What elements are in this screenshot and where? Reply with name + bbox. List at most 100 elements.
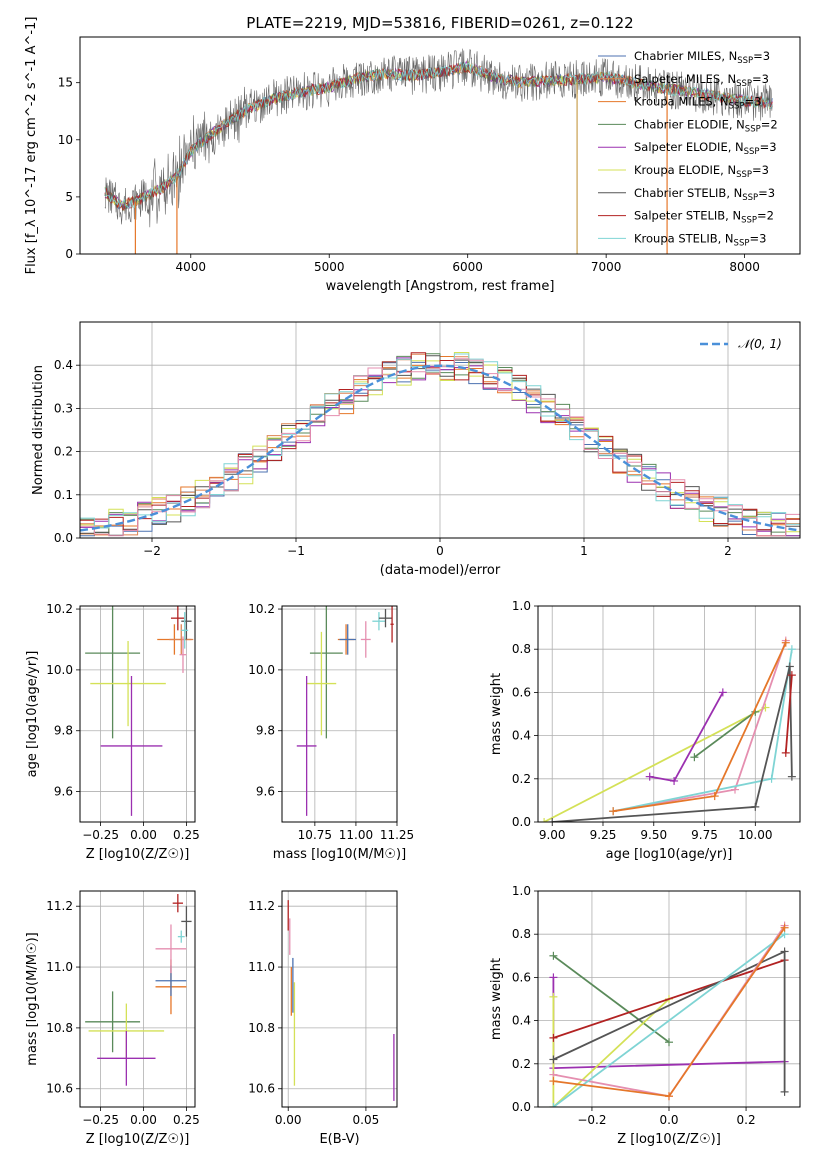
normal-reference-curve bbox=[80, 364, 800, 532]
y-tick-label: 10.2 bbox=[46, 602, 73, 616]
y-tick-label: 10.2 bbox=[248, 602, 275, 616]
legend-subscript: SSP bbox=[734, 238, 750, 248]
legend-tail: =3 bbox=[744, 95, 761, 109]
x-tick-label: −0.25 bbox=[82, 828, 119, 842]
x-axis-label: Z [log10(Z/Z☉)] bbox=[86, 847, 190, 862]
legend-label: Chabrier STELIB, NSSP=3 bbox=[634, 186, 775, 203]
axes-frame bbox=[79, 36, 801, 255]
legend-label: Chabrier ELODIE, NSSP=2 bbox=[634, 117, 778, 134]
x-tick-label: 0.25 bbox=[173, 828, 200, 842]
x-tick-label: 11.25 bbox=[380, 828, 414, 842]
legend-tail: =3 bbox=[760, 140, 777, 154]
y-tick-label: 0.6 bbox=[512, 970, 531, 984]
legend-tail: =3 bbox=[752, 163, 769, 177]
mass-weight-line bbox=[552, 666, 793, 822]
x-tick-label: 0 bbox=[436, 544, 444, 558]
plot-area bbox=[549, 921, 789, 1107]
x-tick-label: 10.75 bbox=[298, 828, 332, 842]
x-axis-label: mass [log10(M/M☉)] bbox=[273, 847, 406, 862]
y-tick-label: 0.0 bbox=[54, 531, 73, 545]
legend-subscript: SSP bbox=[742, 193, 758, 203]
axes-age-vs-Z: −0.25 0.00 0.25 9.6 9.8 10.0 10.2 Z [log10(Z/Z☉… bbox=[25, 602, 200, 862]
x-axis-label: Z [log10(Z/Z☉)] bbox=[86, 1132, 190, 1147]
x-tick-label: 0.25 bbox=[173, 1113, 200, 1127]
x-tick-label: 0.05 bbox=[353, 1113, 380, 1127]
axes-frame bbox=[79, 890, 196, 1108]
x-tick-label: 0.2 bbox=[737, 1113, 756, 1127]
x-tick-label: 7000 bbox=[591, 260, 622, 274]
legend-subscript: SSP bbox=[741, 216, 757, 226]
legend-label: Kroupa ELODIE, NSSP=3 bbox=[634, 163, 769, 180]
axes-frame bbox=[537, 605, 801, 823]
y-tick-label: 0.0 bbox=[512, 1100, 531, 1114]
y-tick-label: 10.6 bbox=[248, 1082, 275, 1096]
x-tick-label: 6000 bbox=[452, 260, 483, 274]
axes-frame bbox=[537, 890, 801, 1108]
x-axis-label: (data-model)/error bbox=[380, 563, 501, 578]
legend-label: Salpeter MILES, NSSP=3 bbox=[634, 72, 769, 89]
axes-mass-vs-ebv: 0.00 0.05 10.6 10.8 11.0 11.2 E(B-V) bbox=[248, 890, 398, 1147]
x-tick-label: 10.00 bbox=[738, 828, 772, 842]
legend-subscript: SSP bbox=[744, 147, 760, 157]
y-axis-label: Flux [f_λ 10^-17 erg cm^-2 s^-1 A^-1] bbox=[24, 17, 39, 275]
plot-area bbox=[287, 900, 395, 1101]
y-tick-label: 0.2 bbox=[54, 445, 73, 459]
y-tick-label: 0 bbox=[65, 247, 73, 261]
x-tick-label: 0.00 bbox=[130, 828, 157, 842]
x-axis-label: E(B-V) bbox=[319, 1132, 359, 1147]
x-tick-label: −2 bbox=[143, 544, 161, 558]
y-tick-label: 11.0 bbox=[248, 960, 275, 974]
x-tick-label: −0.2 bbox=[577, 1113, 606, 1127]
x-tick-label: 9.00 bbox=[539, 828, 566, 842]
legend-tail: =3 bbox=[758, 186, 775, 200]
legend-tail: =2 bbox=[761, 117, 778, 131]
plot-area bbox=[540, 636, 796, 822]
legend-label: 𝒩(0, 1) bbox=[738, 337, 782, 351]
x-tick-label: 1 bbox=[580, 544, 588, 558]
y-tick-label: 11.2 bbox=[248, 899, 275, 913]
spectrum-line bbox=[104, 62, 773, 211]
figure-title: PLATE=2219, MJD=53816, FIBERID=0261, z=0… bbox=[246, 14, 633, 32]
mass-weight-line bbox=[553, 959, 785, 1039]
legend-subscript: SSP bbox=[736, 170, 752, 180]
x-tick-label: −0.25 bbox=[82, 1113, 119, 1127]
legend-tail: =3 bbox=[749, 231, 766, 245]
x-tick-label: 8000 bbox=[729, 260, 760, 274]
y-tick-label: 11.0 bbox=[46, 960, 73, 974]
legend-subscript: SSP bbox=[729, 102, 745, 112]
mass-weight-line bbox=[552, 996, 670, 1107]
mass-weight-line bbox=[552, 933, 786, 1107]
x-axis-label: wavelength [Angstrom, rest frame] bbox=[326, 279, 555, 294]
mass-weight-line bbox=[693, 711, 756, 758]
mass-weight-line bbox=[552, 955, 670, 1043]
x-tick-label: 11.00 bbox=[339, 828, 373, 842]
y-tick-label: 0.4 bbox=[54, 358, 73, 372]
y-tick-label: 10.0 bbox=[46, 663, 73, 677]
y-tick-label: 9.8 bbox=[54, 724, 73, 738]
y-tick-label: 0.2 bbox=[512, 1057, 531, 1071]
x-tick-label: 2 bbox=[724, 544, 732, 558]
y-tick-label: 0.2 bbox=[512, 772, 531, 786]
x-tick-label: 9.25 bbox=[590, 828, 617, 842]
y-tick-label: 9.6 bbox=[256, 785, 275, 799]
x-tick-label: 0.00 bbox=[275, 1113, 302, 1127]
plot-area bbox=[296, 606, 394, 816]
plot-area bbox=[85, 606, 194, 816]
y-tick-label: 9.6 bbox=[54, 785, 73, 799]
y-tick-label: 0.8 bbox=[512, 642, 531, 656]
axes-frame bbox=[281, 890, 398, 1108]
x-tick-label: 5000 bbox=[314, 260, 345, 274]
x-tick-label: −1 bbox=[287, 544, 305, 558]
y-tick-label: 10.8 bbox=[46, 1021, 73, 1035]
y-axis-label: age [log10(age/yr)] bbox=[25, 651, 40, 778]
axes-age-vs-mass: 10.75 11.00 11.25 9.6 9.8 10.0 10.2 mass [log10… bbox=[248, 602, 414, 862]
axes-frame bbox=[79, 321, 801, 539]
axes-spectrum: 4000 5000 6000 7000 8000 0 5 10 15 wavelength [An… bbox=[24, 17, 801, 294]
x-axis-label: Z [log10(Z/Z☉)] bbox=[617, 1132, 721, 1147]
axes-mass-vs-Z: −0.25 0.00 0.25 10.6 10.8 11.0 11.2 Z [log10(Z/… bbox=[25, 890, 200, 1147]
legend-label: Salpeter STELIB, NSSP=2 bbox=[634, 209, 774, 226]
axes-mass-weight-vs-age: 9.00 9.25 9.50 9.75 10.00 0.0 0.2 0.4 0.6 0.8 1.0 a… bbox=[489, 599, 801, 862]
histogram-step bbox=[80, 358, 800, 537]
y-tick-label: 15 bbox=[58, 76, 73, 90]
plot-area bbox=[80, 352, 800, 537]
